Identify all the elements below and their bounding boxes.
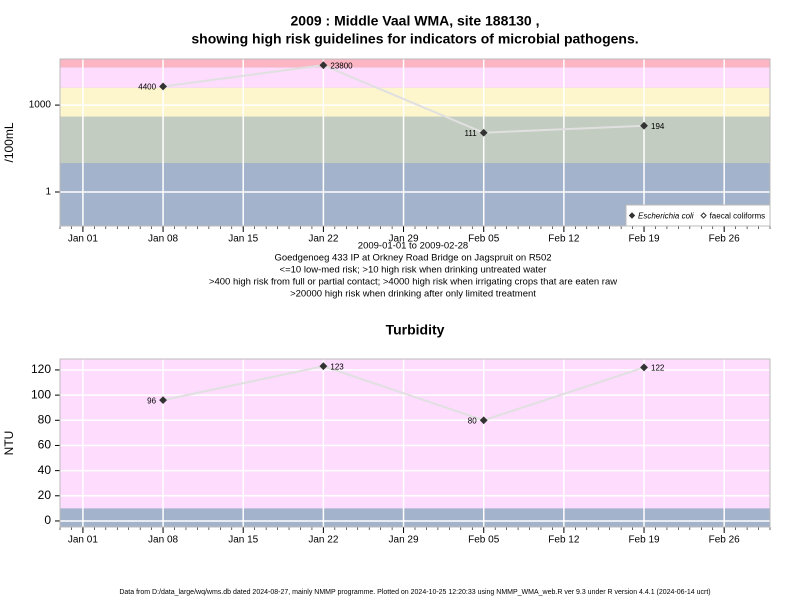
data-point	[319, 61, 328, 70]
chart-title: 2009 : Middle Vaal WMA, site 188130 ,	[291, 13, 540, 29]
series-line	[162, 64, 645, 134]
footer: Data from D:/data_large/wq/wms.db dated …	[119, 589, 710, 596]
data-point	[159, 396, 167, 405]
data-label: 111	[465, 129, 478, 138]
x-axis-note: <=10 low-med risk; >10 high risk when dr…	[280, 265, 547, 276]
data-point	[640, 121, 648, 130]
x-tick-label: Feb 19	[628, 234, 660, 245]
x-tick-label: Feb 12	[548, 234, 580, 245]
x-axis-note: 2009-01-01 to 2009-02-28	[358, 241, 468, 252]
y-tick-label: 60	[38, 438, 52, 452]
y-tick-label: 120	[31, 362, 51, 376]
legend-marker	[628, 212, 636, 219]
x-tick-label: Jan 29	[389, 234, 419, 245]
risk-band	[60, 116, 770, 164]
data-label: 4400	[138, 83, 156, 92]
legend-box	[625, 204, 771, 227]
y-tick-label: 20	[38, 488, 52, 502]
legend-marker	[700, 212, 707, 219]
legend-label: faecal coliforms	[710, 212, 766, 221]
x-tick-label: Feb 26	[709, 234, 741, 245]
data-point	[640, 363, 648, 372]
y-tick-label: 1000	[29, 100, 52, 111]
x-tick-label: Feb 05	[468, 234, 500, 245]
y-tick-label: 40	[38, 463, 52, 477]
data-label: 122	[651, 364, 665, 373]
x-tick-label: Feb 05	[468, 535, 500, 546]
risk-band	[60, 87, 770, 117]
legend: Escherichia coli faecal coliforms	[625, 204, 771, 227]
risk-band	[60, 359, 770, 509]
plot-border	[59, 58, 771, 227]
x-tick-label: Jan 22	[308, 234, 338, 245]
data-point	[479, 128, 488, 137]
chart-title: Turbidity	[386, 322, 445, 338]
risk-band	[60, 67, 770, 88]
y-axis-label: NTU	[2, 431, 16, 456]
data-label: 80	[468, 416, 477, 425]
data-label: 23800	[330, 61, 353, 70]
data-point	[479, 416, 488, 425]
risk-band	[60, 59, 770, 68]
x-tick-label: Jan 22	[308, 535, 338, 546]
x-tick-label: Feb 12	[548, 535, 580, 546]
x-tick-label: Jan 15	[228, 535, 258, 546]
x-tick-label: Jan 01	[68, 535, 98, 546]
data-label: 123	[330, 362, 344, 371]
x-tick-label: Feb 26	[709, 535, 741, 546]
y-axis-label: /100mL	[2, 122, 16, 162]
data-point	[319, 362, 328, 371]
x-tick-label: Jan 08	[148, 234, 178, 245]
y-tick-label: 80	[38, 412, 52, 426]
legend-label: Escherichia coli	[638, 212, 694, 221]
x-axis-note: >400 high risk from full or partial cont…	[209, 277, 617, 288]
data-point	[159, 82, 167, 91]
data-label: 96	[147, 396, 156, 405]
y-tick-label: 0	[44, 513, 51, 527]
x-tick-label: Jan 29	[389, 535, 419, 546]
chart-title: showing high risk guidelines for indicat…	[191, 31, 638, 47]
x-tick-label: Jan 01	[68, 234, 98, 245]
x-axis-note: >20000 high risk when drinking after onl…	[290, 289, 536, 300]
y-tick-label: 100	[31, 387, 51, 401]
plot-border	[59, 358, 771, 528]
x-tick-label: Jan 08	[148, 535, 178, 546]
data-label: 194	[651, 122, 665, 131]
x-tick-label: Jan 15	[228, 234, 258, 245]
x-tick-label: Feb 19	[628, 535, 660, 546]
y-tick-label: 1	[45, 187, 51, 198]
series-line	[162, 365, 645, 422]
x-axis-note: Goedgenoeg 433 IP at Orkney Road Bridge …	[274, 253, 551, 264]
